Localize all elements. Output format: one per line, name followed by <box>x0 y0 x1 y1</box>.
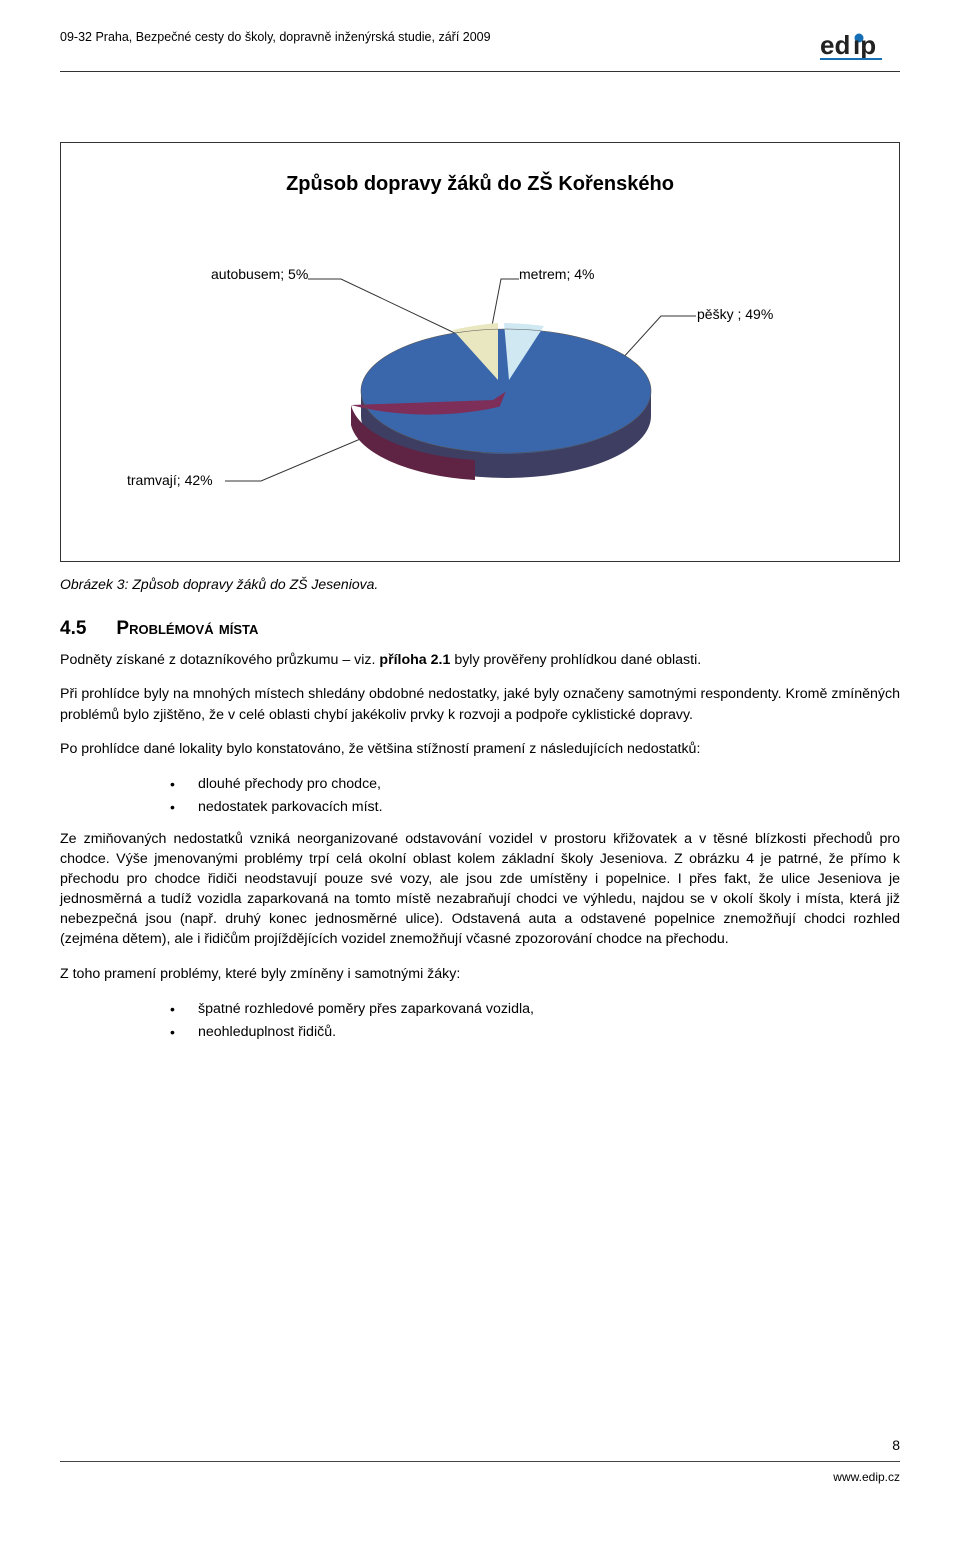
para-1: Podněty získané z dotazníkového průzkumu… <box>60 650 900 670</box>
list-item: špatné rozhledové poměry přes zaparkovan… <box>170 998 900 1021</box>
para-1c: byly prověřeny prohlídkou dané oblasti. <box>450 652 701 668</box>
figure-caption: Obrázek 3: Způsob dopravy žáků do ZŠ Jes… <box>60 576 900 592</box>
logo: ed ıp <box>820 30 900 69</box>
pie-svg <box>341 296 671 496</box>
list-item: nedostatek parkovacích míst. <box>170 796 900 819</box>
para-1b: příloha 2.1 <box>379 652 450 668</box>
bullet-list-1: dlouhé přechody pro chodce, nedostatek p… <box>60 773 900 818</box>
bullet-list-2: špatné rozhledové poměry přes zaparkovan… <box>60 998 900 1043</box>
pie-chart: autobusem; 5% metrem; 4% pěšky ; 49% tra… <box>81 216 879 556</box>
list-item: dlouhé přechody pro chodce, <box>170 773 900 796</box>
para-1a: Podněty získané z dotazníkového průzkumu… <box>60 652 379 668</box>
page: 09-32 Praha, Bezpečné cesty do školy, do… <box>0 0 960 1500</box>
svg-text:ed: ed <box>820 30 850 60</box>
section-heading: 4.5 Problémová místa <box>60 618 900 640</box>
para-2: Při prohlídce byly na mnohých místech sh… <box>60 684 900 724</box>
list-item: neohleduplnost řidičů. <box>170 1021 900 1044</box>
para-4: Ze zmiňovaných nedostatků vzniká neorgan… <box>60 829 900 950</box>
footer-url: www.edip.cz <box>833 1470 900 1484</box>
page-header: 09-32 Praha, Bezpečné cesty do školy, do… <box>60 30 900 69</box>
page-footer: 8 www.edip.cz <box>60 1453 900 1484</box>
page-number: 8 <box>892 1437 900 1453</box>
para-5: Z toho pramení problémy, které byly zmín… <box>60 964 900 984</box>
svg-text:ıp: ıp <box>853 30 876 60</box>
section-number: 4.5 <box>60 618 86 640</box>
footer-rule <box>60 1461 900 1462</box>
running-head: 09-32 Praha, Bezpečné cesty do školy, do… <box>60 30 491 44</box>
section-title: Problémová místa <box>116 618 258 640</box>
chart-title: Způsob dopravy žáků do ZŠ Kořenského <box>81 173 879 196</box>
para-3: Po prohlídce dané lokality bylo konstato… <box>60 739 900 759</box>
chart-container: Způsob dopravy žáků do ZŠ Kořenského aut… <box>60 142 900 562</box>
header-rule <box>60 71 900 72</box>
